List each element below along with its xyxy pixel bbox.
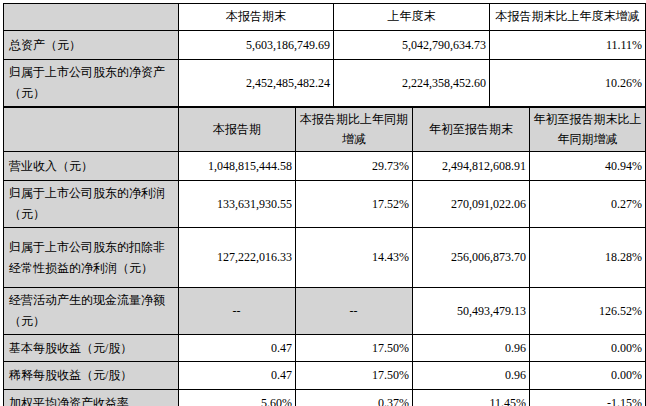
value-cell: -1.15% [530,390,646,406]
header-row: 本报告期本报告期比上年同期增减年初至报告期末年初至报告期末比上年同期增减 [4,108,646,152]
row-label: 基本每股收益（元/股） [4,335,179,362]
value-cell: 18.28% [530,228,646,288]
column-header: 年初至报告期末 [413,108,530,152]
empty-value-cell: -- [179,288,296,335]
value-cell: 1,048,815,444.58 [179,152,296,181]
table-row: 归属于上市公司股东的净利润（元）133,631,930.5517.52%270,… [4,181,646,228]
value-cell: 2,494,812,608.91 [413,152,530,181]
value-cell: 14.43% [296,228,413,288]
table-row: 营业收入（元）1,048,815,444.5829.73%2,494,812,6… [4,152,646,181]
value-cell: 50,493,479.13 [413,288,530,335]
value-cell: 0.47 [179,335,296,362]
balance-sheet-summary-table: 本报告期末上年度末本报告期末比上年度末增减总资产（元）5,603,186,749… [3,3,646,107]
table-row: 总资产（元）5,603,186,749.695,042,790,634.7311… [4,31,646,60]
row-label: 经营活动产生的现金流量净额（元） [4,288,179,335]
income-summary-table: 本报告期本报告期比上年同期增减年初至报告期末年初至报告期末比上年同期增减营业收入… [3,107,646,406]
row-label: 稀释每股收益（元/股） [4,362,179,390]
value-cell: 0.96 [413,362,530,390]
column-header: 本报告期末比上年度末增减 [490,4,646,31]
value-cell: 5,042,790,634.73 [334,31,490,60]
value-cell: 17.52% [296,181,413,228]
column-header: 本报告期 [179,108,296,152]
value-cell: 0.47 [179,362,296,390]
table-row: 稀释每股收益（元/股）0.4717.50%0.960.00% [4,362,646,390]
value-cell: 2,224,358,452.60 [334,60,490,107]
value-cell: 2,452,485,482.24 [179,60,334,107]
value-cell: 11.45% [413,390,530,406]
value-cell: 5.60% [179,390,296,406]
table-row: 归属于上市公司股东的扣除非经常性损益的净利润（元）127,222,016.331… [4,228,646,288]
empty-value-cell: -- [296,288,413,335]
table-row: 经营活动产生的现金流量净额（元）----50,493,479.13126.52% [4,288,646,335]
value-cell: 0.96 [413,335,530,362]
row-label: 加权平均净资产收益率 [4,390,179,406]
value-cell: 133,631,930.55 [179,181,296,228]
value-cell: 0.27% [530,181,646,228]
row-label: 营业收入（元） [4,152,179,181]
value-cell: 270,091,022.06 [413,181,530,228]
value-cell: 17.50% [296,362,413,390]
table-row: 加权平均净资产收益率5.60%0.37%11.45%-1.15% [4,390,646,406]
row-label: 归属于上市公司股东的扣除非经常性损益的净利润（元） [4,228,179,288]
column-header: 本报告期比上年同期增减 [296,108,413,152]
value-cell: 126.52% [530,288,646,335]
financial-summary-report: 本报告期末上年度末本报告期末比上年度末增减总资产（元）5,603,186,749… [3,3,646,406]
table-row: 基本每股收益（元/股）0.4717.50%0.960.00% [4,335,646,362]
value-cell: 10.26% [490,60,646,107]
table-row: 归属于上市公司股东的净资产（元）2,452,485,482.242,224,35… [4,60,646,107]
value-cell: 0.37% [296,390,413,406]
value-cell: 0.00% [530,362,646,390]
column-header: 上年度末 [334,4,490,31]
row-label: 归属于上市公司股东的净利润（元） [4,181,179,228]
row-label: 归属于上市公司股东的净资产（元） [4,60,179,107]
value-cell: 29.73% [296,152,413,181]
value-cell: 11.11% [490,31,646,60]
value-cell: 17.50% [296,335,413,362]
value-cell: 5,603,186,749.69 [179,31,334,60]
value-cell: 40.94% [530,152,646,181]
column-header: 本报告期末 [179,4,334,31]
value-cell: 256,006,873.70 [413,228,530,288]
header-row: 本报告期末上年度末本报告期末比上年度末增减 [4,4,646,31]
value-cell: 127,222,016.33 [179,228,296,288]
value-cell: 0.00% [530,335,646,362]
column-header: 年初至报告期末比上年同期增减 [530,108,646,152]
row-label: 总资产（元） [4,31,179,60]
corner-cell [4,4,179,31]
corner-cell [4,108,179,152]
